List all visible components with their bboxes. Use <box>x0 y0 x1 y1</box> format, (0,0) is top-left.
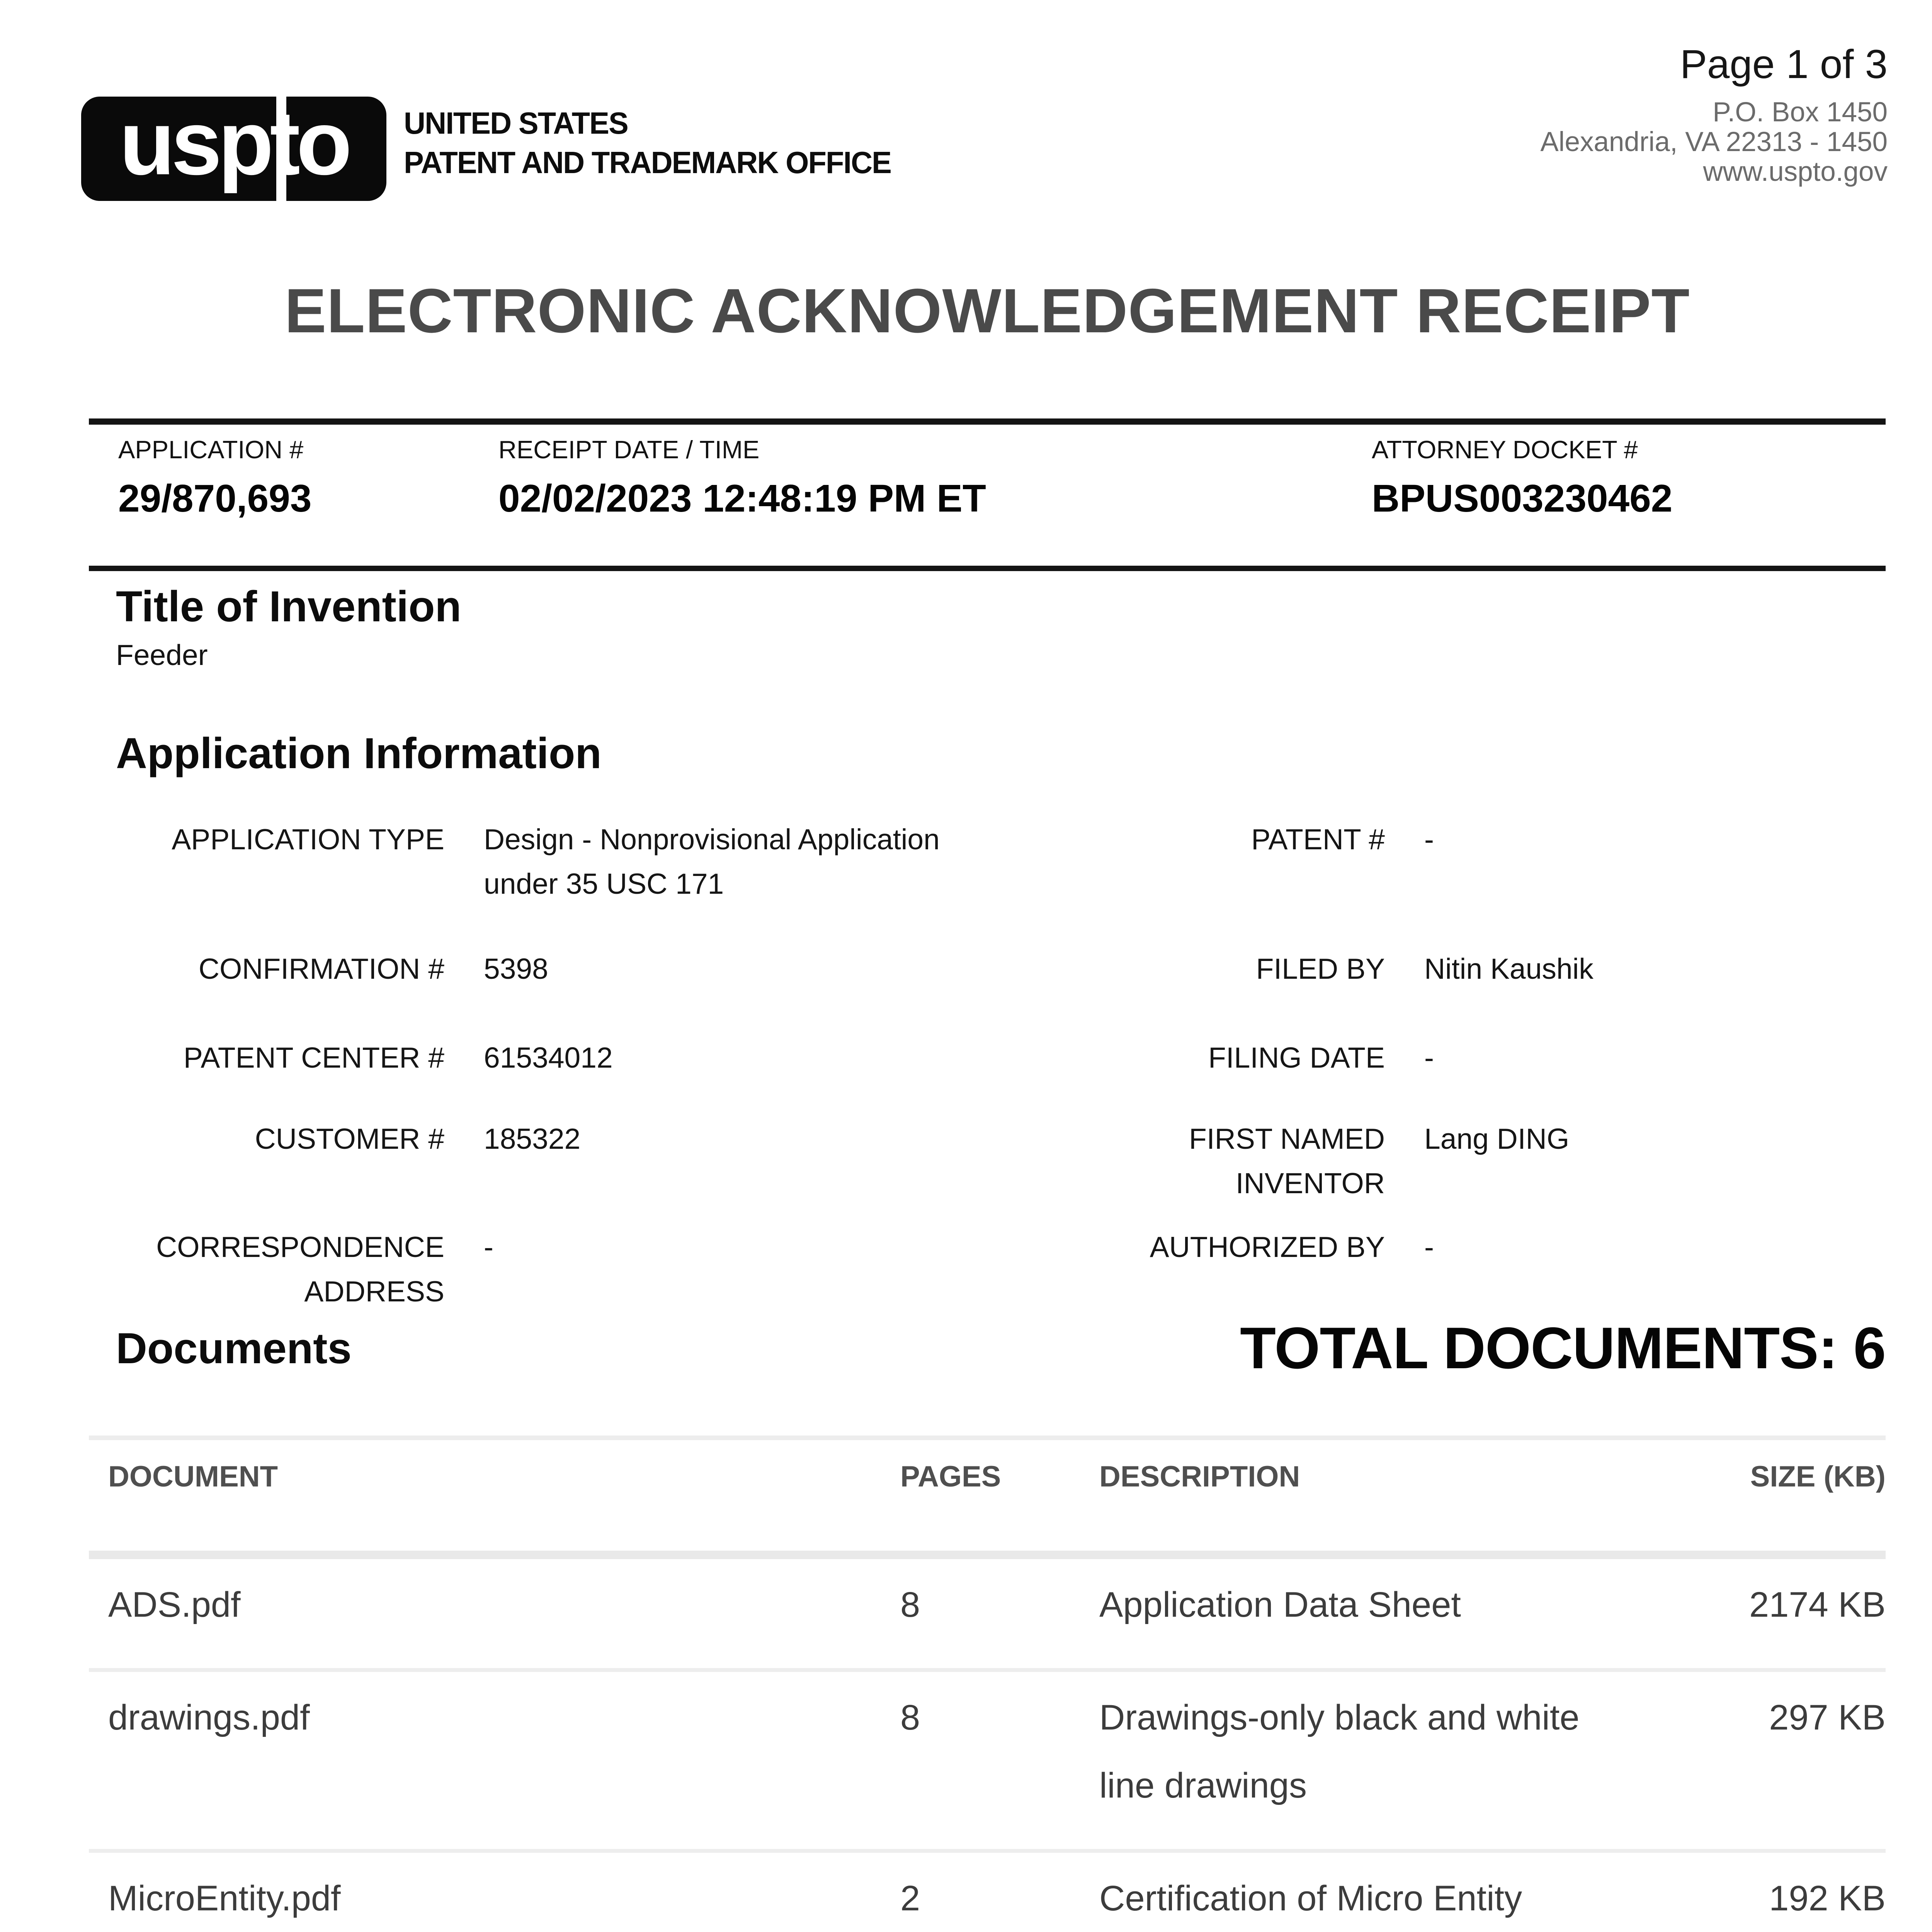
correspondence-address-value: - <box>484 1231 493 1263</box>
page-indicator: Page 1 of 3 <box>1680 42 1888 87</box>
document-file-name: drawings.pdf <box>108 1698 310 1737</box>
column-header-size: SIZE (KB) <box>1750 1460 1886 1493</box>
uspto-address-block: P.O. Box 1450 Alexandria, VA 22313 - 145… <box>1540 97 1888 187</box>
table-rule-header <box>89 1551 1886 1559</box>
divider-top <box>89 418 1886 425</box>
page-title: ELECTRONIC ACKNOWLEDGEMENT RECEIPT <box>284 276 1690 346</box>
table-row: drawings.pdf 8 Drawings-only black and w… <box>89 1672 1886 1853</box>
document-description: Drawings-only black and white line drawi… <box>1099 1698 1580 1805</box>
org-line2: PATENT AND TRADEMARK OFFICE <box>404 145 892 180</box>
receipt-datetime-value: 02/02/2023 12:48:19 PM ET <box>498 477 986 520</box>
column-header-description: DESCRIPTION <box>1099 1460 1300 1493</box>
document-size: 297 KB <box>1769 1698 1886 1737</box>
document-size: 192 KB <box>1769 1879 1886 1918</box>
column-header-document: DOCUMENT <box>108 1460 278 1493</box>
document-file-name: ADS.pdf <box>108 1585 241 1624</box>
authorized-by-value: - <box>1424 1231 1434 1263</box>
patent-number-label: PATENT # <box>1251 823 1385 855</box>
info-row-confirmation: CONFIRMATION # 5398 FILED BY Nitin Kaush… <box>116 947 1797 991</box>
application-number-label: APPLICATION # <box>118 435 304 464</box>
application-info-heading: Application Information <box>116 729 602 777</box>
uspto-logo-text: uspto <box>119 92 352 194</box>
confirmation-number-value: 5398 <box>484 952 548 985</box>
documents-table: DOCUMENT PAGES DESCRIPTION SIZE (KB) ADS… <box>89 1435 1886 1932</box>
document-pages: 8 <box>900 1585 920 1624</box>
column-header-pages: PAGES <box>900 1460 1001 1493</box>
document-size: 2174 KB <box>1749 1585 1886 1624</box>
uspto-website: www.uspto.gov <box>1703 156 1888 187</box>
attorney-docket-value: BPUS003230462 <box>1372 477 1673 520</box>
filed-by-label: FILED BY <box>1256 952 1385 985</box>
document-pages: 2 <box>900 1879 920 1918</box>
filed-by-value: Nitin Kaushik <box>1424 952 1594 985</box>
correspondence-address-label: CORRESPONDENCE ADDRESS <box>156 1231 444 1308</box>
customer-number-value: 185322 <box>484 1122 581 1155</box>
table-row: ADS.pdf 8 Application Data Sheet 2174 KB <box>89 1559 1886 1672</box>
document-file-name: MicroEntity.pdf <box>108 1879 341 1918</box>
application-type-label: APPLICATION TYPE <box>172 823 444 855</box>
customer-number-label: CUSTOMER # <box>255 1122 444 1155</box>
attorney-docket-label: ATTORNEY DOCKET # <box>1372 435 1638 464</box>
info-row-application-type: APPLICATION TYPE Design - Nonprovisional… <box>116 817 1797 906</box>
divider-bottom <box>89 566 1886 571</box>
info-row-customer: CUSTOMER # 185322 FIRST NAMED INVENTOR L… <box>116 1117 1797 1206</box>
uspto-org-name: UNITED STATES PATENT AND TRADEMARK OFFIC… <box>404 104 892 182</box>
receipt-datetime-label: RECEIPT DATE / TIME <box>498 435 760 464</box>
table-rule-top <box>89 1435 1886 1440</box>
authorized-by-label: AUTHORIZED BY <box>1150 1231 1385 1263</box>
info-row-patent-center: PATENT CENTER # 61534012 FILING DATE - <box>116 1036 1797 1080</box>
attorney-docket-cell: ATTORNEY DOCKET # BPUS003230462 <box>1372 435 1672 521</box>
filing-date-value: - <box>1424 1041 1434 1074</box>
receipt-datetime-cell: RECEIPT DATE / TIME 02/02/2023 12:48:19 … <box>498 435 986 521</box>
patent-number-value: - <box>1424 823 1434 855</box>
uspto-logo: uspto <box>81 92 386 201</box>
invention-name: Feeder <box>116 639 208 671</box>
confirmation-number-label: CONFIRMATION # <box>198 952 444 985</box>
filing-date-label: FILING DATE <box>1208 1041 1385 1074</box>
patent-center-label: PATENT CENTER # <box>183 1041 444 1074</box>
documents-section-heading: Documents <box>116 1324 352 1372</box>
info-row-correspondence: CORRESPONDENCE ADDRESS - AUTHORIZED BY - <box>116 1225 1797 1314</box>
table-row: MicroEntity.pdf 2 Certification of Micro… <box>89 1853 1886 1932</box>
invention-section-heading: Title of Invention <box>116 582 461 631</box>
document-description: Application Data Sheet <box>1099 1585 1461 1624</box>
patent-center-value: 61534012 <box>484 1041 613 1074</box>
document-description: Certification of Micro Entity (Gross Inc… <box>1099 1879 1522 1918</box>
first-named-inventor-value: Lang DING <box>1424 1122 1570 1155</box>
first-named-inventor-label: FIRST NAMED INVENTOR <box>1189 1122 1385 1199</box>
application-number-cell: APPLICATION # 29/870,693 <box>118 435 312 521</box>
address-city-line: Alexandria, VA 22313 - 1450 <box>1540 127 1888 157</box>
application-info-grid: APPLICATION TYPE Design - Nonprovisional… <box>116 817 1797 1314</box>
application-type-value: Design - Nonprovisional Application unde… <box>484 823 940 900</box>
total-documents: TOTAL DOCUMENTS: 6 <box>1240 1315 1886 1381</box>
table-header-row: DOCUMENT PAGES DESCRIPTION SIZE (KB) <box>89 1440 1886 1551</box>
receipt-summary: APPLICATION # 29/870,693 RECEIPT DATE / … <box>89 435 1886 558</box>
org-line1: UNITED STATES <box>404 106 629 140</box>
document-pages: 8 <box>900 1698 920 1737</box>
uspto-logo-slit <box>276 97 286 201</box>
address-po-box: P.O. Box 1450 <box>1713 97 1888 128</box>
application-number-value: 29/870,693 <box>118 477 312 520</box>
